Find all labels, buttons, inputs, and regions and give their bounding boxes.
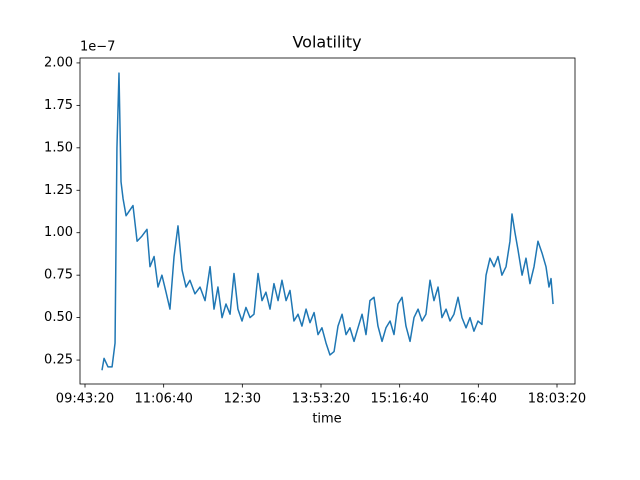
x-tick-label: 09:43:20 (56, 392, 114, 407)
chart-title: Volatility (292, 33, 361, 52)
axes-frame (79, 57, 576, 385)
x-tick-label: 15:16:40 (370, 392, 428, 407)
x-tick-label: 11:06:40 (134, 392, 192, 407)
y-offset-text: 1e−7 (80, 40, 115, 55)
y-tick-label: 1.25 (44, 183, 73, 198)
y-tick-label: 1.00 (44, 225, 73, 240)
y-tick-label: 2.00 (44, 55, 73, 70)
x-axis-label: time (312, 412, 341, 427)
x-tick-label: 16:40 (460, 392, 497, 407)
y-tick-label: 1.75 (44, 98, 73, 113)
y-tick-label: 0.50 (44, 310, 73, 325)
y-tick-label: 1.50 (44, 140, 73, 155)
y-tick-label: 0.25 (44, 353, 73, 368)
x-tick-label: 12:30 (224, 392, 261, 407)
y-tick-label: 0.75 (44, 268, 73, 283)
data-line (101, 72, 554, 371)
x-tick-label: 18:03:20 (528, 392, 586, 407)
x-tick-label: 13:53:20 (292, 392, 350, 407)
